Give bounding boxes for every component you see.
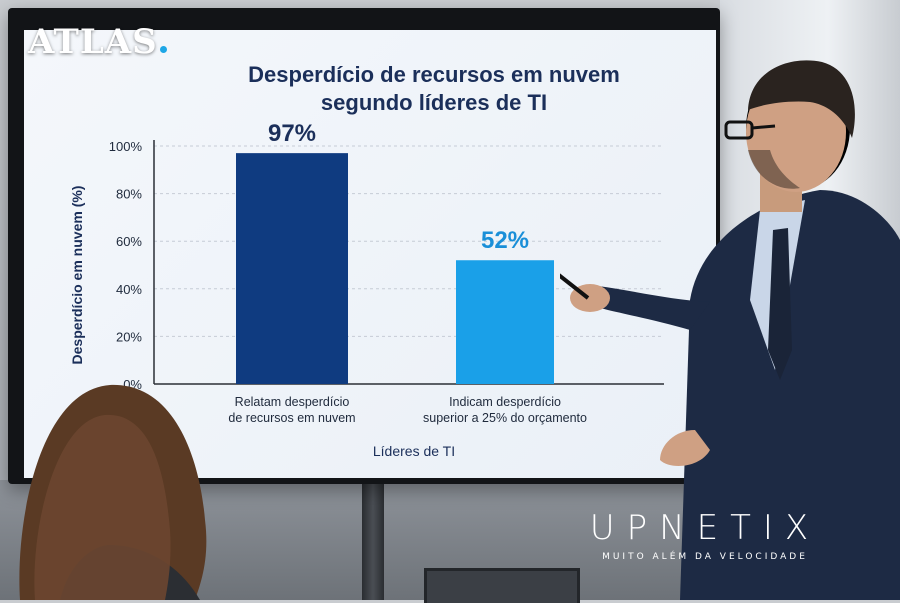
upnetix-tagline: MUITO ALÉM DA VELOCIDADE	[602, 552, 808, 562]
x-tick-label: Relatam desperdício	[235, 395, 350, 409]
bar	[456, 260, 554, 384]
presenter	[560, 60, 900, 600]
data-label: 97%	[268, 120, 316, 147]
y-tick-label: 60%	[116, 234, 142, 249]
data-label: 52%	[481, 227, 529, 254]
x-tick-label: Indicam desperdício	[449, 395, 561, 409]
atlas-dot-icon	[159, 46, 167, 53]
y-tick-label: 40%	[116, 282, 142, 297]
desk-monitor	[424, 568, 580, 603]
y-axis-title: Desperdício em nuvem (%)	[69, 186, 85, 365]
chart-title-line1: Desperdício de recursos em nuvem	[248, 62, 620, 87]
atlas-logo-text: ATLAS	[28, 22, 158, 62]
audience-member	[19, 384, 207, 600]
x-axis-title: Líderes de TI	[373, 443, 455, 459]
x-tick-label: de recursos em nuvem	[228, 411, 355, 425]
upnetix-logo: UPNETIX MUITO ALÉM DA VELOCIDADE	[560, 508, 850, 562]
bar	[236, 153, 348, 384]
upnetix-name: UPNETIX	[589, 508, 821, 548]
y-tick-label: 100%	[109, 139, 143, 154]
bar-chart: 0%20%40%60%80%100% 97%Relatam desperdício…	[69, 120, 664, 459]
atlas-logo: ATLAS	[28, 22, 167, 62]
x-tick-label: superior a 25% do orçamento	[423, 411, 587, 425]
tv-stand	[362, 478, 384, 600]
y-tick-label: 20%	[116, 329, 142, 344]
chart-title-line2: segundo líderes de TI	[320, 90, 548, 115]
y-tick-label: 80%	[116, 187, 142, 202]
